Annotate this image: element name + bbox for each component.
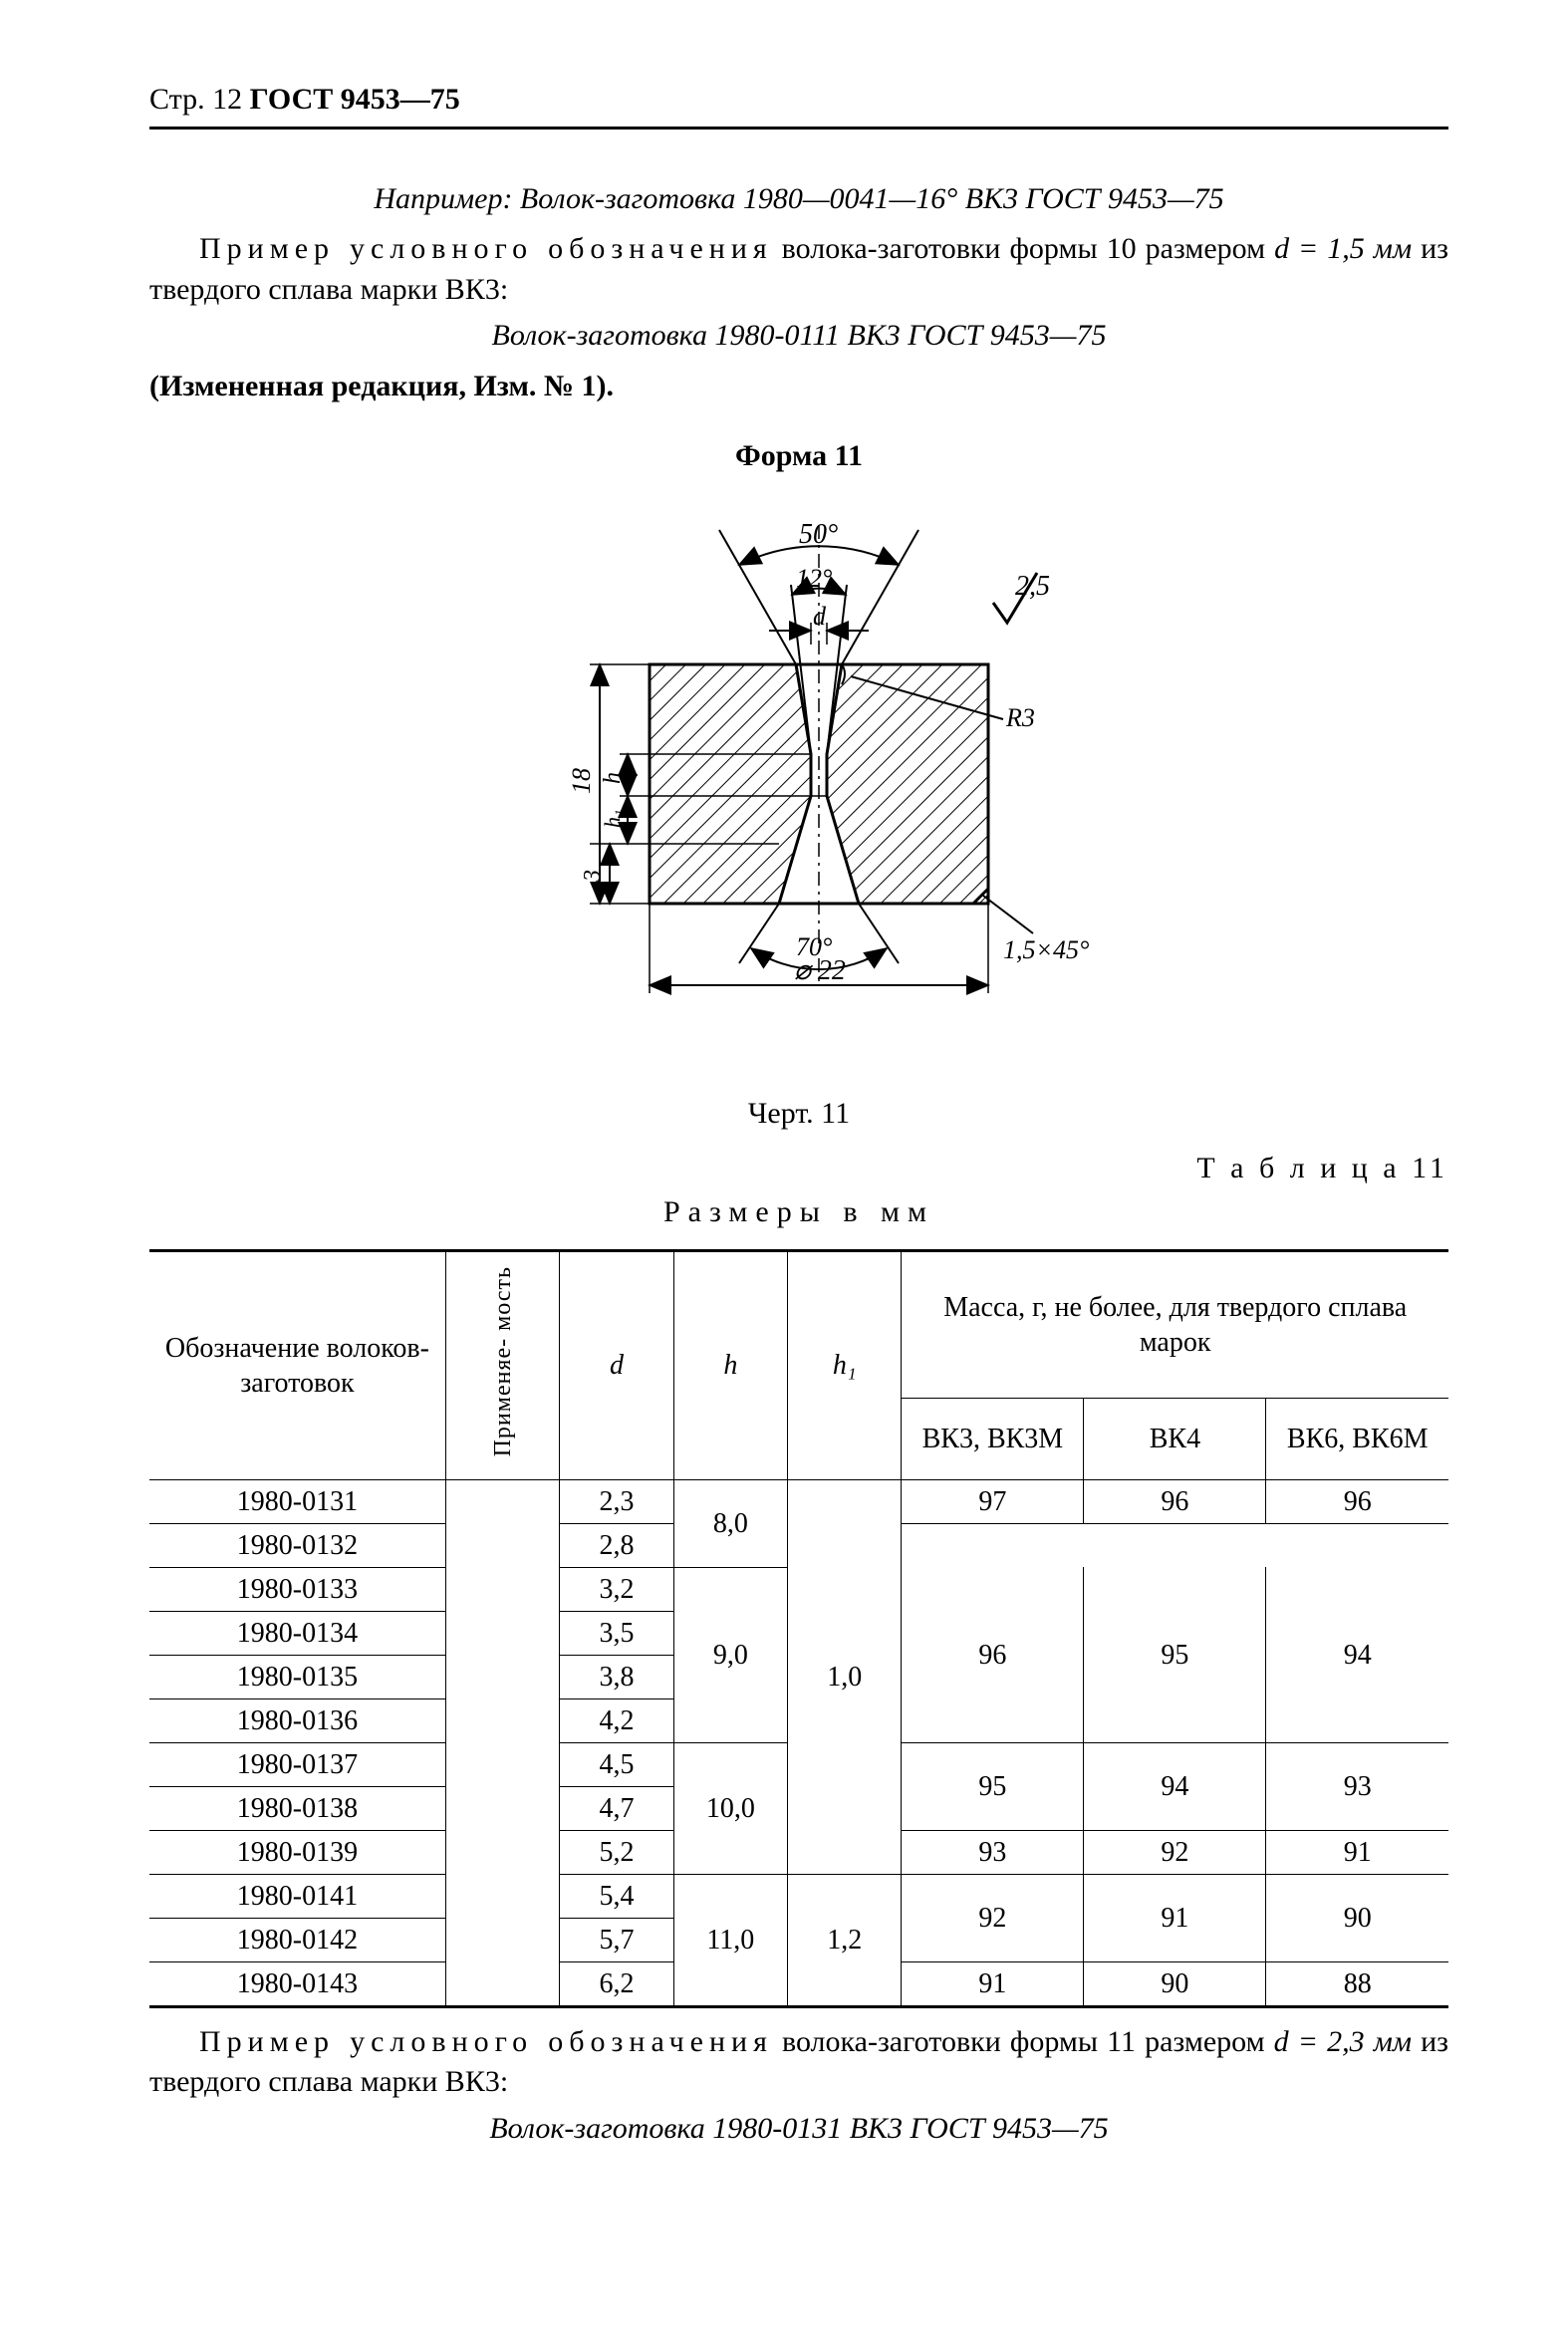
table-label: Т а б л и ц а 11 <box>149 1149 1448 1189</box>
table-units: Размеры в мм <box>149 1192 1448 1233</box>
cell-d: 4,7 <box>560 1786 673 1830</box>
example-line-2: Волок-заготовка 1980-0111 ВК3 ГОСТ 9453—… <box>149 316 1448 357</box>
dim-chamfer: 1,5×45° <box>1003 935 1089 964</box>
technical-drawing: R3 50° 12° d <box>440 495 1158 1053</box>
footer-example: Волок-заготовка 1980-0131 ВК3 ГОСТ 9453—… <box>149 2109 1448 2150</box>
footer-paragraph: Пример условного обозначения волока-заго… <box>149 2022 1448 2103</box>
intro-rest: волока-заготовки формы 10 размером <box>773 232 1274 265</box>
cell-code: 1980-0139 <box>149 1830 445 1874</box>
standard-code: ГОСТ 9453—75 <box>250 83 460 116</box>
cell-m1: 92 <box>902 1874 1084 1961</box>
form-title: Форма 11 <box>149 436 1448 477</box>
dim-d: d <box>813 602 827 631</box>
th-mass-group: Масса, г, не более, для твердого сплава … <box>902 1250 1448 1399</box>
cell-code: 1980-0137 <box>149 1742 445 1786</box>
cell-d: 5,4 <box>560 1874 673 1918</box>
cell-code: 1980-0142 <box>149 1918 445 1961</box>
cell-code: 1980-0138 <box>149 1786 445 1830</box>
cell-applicability <box>445 1479 559 2006</box>
cell-m1: 97 <box>902 1479 1084 1523</box>
cell-m1: 96 <box>902 1567 1084 1742</box>
cell-d: 3,2 <box>560 1567 673 1611</box>
th-applic: Применяе- мость <box>445 1250 559 1479</box>
cell-d: 4,2 <box>560 1698 673 1742</box>
dim-angle-inner: 12° <box>796 564 832 593</box>
cell-code: 1980-0133 <box>149 1567 445 1611</box>
page-number: Стр. 12 <box>149 83 250 116</box>
cell-code: 1980-0132 <box>149 1523 445 1567</box>
cell-m3: 93 <box>1266 1742 1448 1830</box>
cell-d: 6,2 <box>560 1961 673 2006</box>
th-m3: ВК6, ВК6М <box>1266 1399 1448 1480</box>
cell-m2: 95 <box>1084 1567 1266 1742</box>
th-h1: h₁ <box>788 1250 902 1479</box>
cell-d: 2,8 <box>560 1523 673 1567</box>
figure-caption: Черт. 11 <box>149 1094 1448 1135</box>
cell-d: 2,3 <box>560 1479 673 1523</box>
dim-bottom-3: 3 <box>580 870 606 883</box>
roughness-symbol: 2,5 <box>993 571 1050 623</box>
cell-code: 1980-0135 <box>149 1655 445 1698</box>
example-line-1: Например: Волок-заготовка 1980—0041—16° … <box>149 179 1448 220</box>
footer-spaced: Пример условного обозначения <box>199 2025 773 2058</box>
footer-rest: волока-заготовки формы 11 размером <box>773 2025 1274 2058</box>
cell-m1: 91 <box>902 1961 1084 2006</box>
svg-text:2,5: 2,5 <box>1015 571 1050 602</box>
changed-edition: (Измененная редакция, Изм. № 1). <box>149 367 1448 407</box>
page-header: Стр. 12 ГОСТ 9453—75 <box>149 80 1448 130</box>
dim-angle-top: 50° <box>799 519 838 550</box>
cell-m1: 95 <box>902 1742 1084 1830</box>
dim-h: h <box>600 772 626 784</box>
cell-m1: 93 <box>902 1830 1084 1874</box>
cell-m3: 94 <box>1266 1567 1448 1742</box>
intro-paragraph: Пример условного обозначения волока-заго… <box>149 229 1448 310</box>
dim-height-18: 18 <box>567 768 596 794</box>
cell-h: 10,0 <box>673 1742 787 1874</box>
cell-m3: 91 <box>1266 1830 1448 1874</box>
cell-m2: 94 <box>1084 1742 1266 1830</box>
cell-m3: 90 <box>1266 1874 1448 1961</box>
cell-d: 3,8 <box>560 1655 673 1698</box>
cell-d: 5,2 <box>560 1830 673 1874</box>
cell-h: 9,0 <box>673 1567 787 1742</box>
cell-code: 1980-0136 <box>149 1698 445 1742</box>
cell-d: 3,5 <box>560 1611 673 1655</box>
th-d: d <box>560 1250 673 1479</box>
th-m1: ВК3, ВК3М <box>902 1399 1084 1480</box>
cell-m2: 96 <box>1084 1479 1266 1523</box>
dim-h1: h₁ <box>600 809 625 828</box>
dim-diameter: ⌀ 22 <box>794 955 846 986</box>
cell-code: 1980-0143 <box>149 1961 445 2006</box>
table-row: 1980-01415,411,01,2929190 <box>149 1874 1448 1918</box>
cell-h1: 1,2 <box>788 1874 902 2006</box>
dimensions-table: Обозначение волоков-заготовок Применяе- … <box>149 1249 1448 2008</box>
cell-code: 1980-0131 <box>149 1479 445 1523</box>
cell-m3: 88 <box>1266 1961 1448 2006</box>
cell-code: 1980-0141 <box>149 1874 445 1918</box>
footer-dim: d = 2,3 мм <box>1274 2025 1412 2058</box>
dim-r3: R3 <box>1005 703 1035 732</box>
table-row: 1980-01312,38,01,0979696 <box>149 1479 1448 1523</box>
cell-d: 4,5 <box>560 1742 673 1786</box>
cell-m2: 90 <box>1084 1961 1266 2006</box>
cell-h: 11,0 <box>673 1874 787 2006</box>
intro-dim: d = 1,5 мм <box>1274 232 1412 265</box>
intro-spaced: Пример условного обозначения <box>199 232 773 265</box>
cell-code: 1980-0134 <box>149 1611 445 1655</box>
th-h: h <box>673 1250 787 1479</box>
cell-h: 8,0 <box>673 1479 787 1567</box>
th-m2: ВК4 <box>1084 1399 1266 1480</box>
cell-m3: 96 <box>1266 1479 1448 1523</box>
cell-m2: 92 <box>1084 1830 1266 1874</box>
cell-d: 5,7 <box>560 1918 673 1961</box>
th-code: Обозначение волоков-заготовок <box>149 1250 445 1479</box>
cell-h1: 1,0 <box>788 1479 902 1874</box>
cell-m2: 91 <box>1084 1874 1266 1961</box>
